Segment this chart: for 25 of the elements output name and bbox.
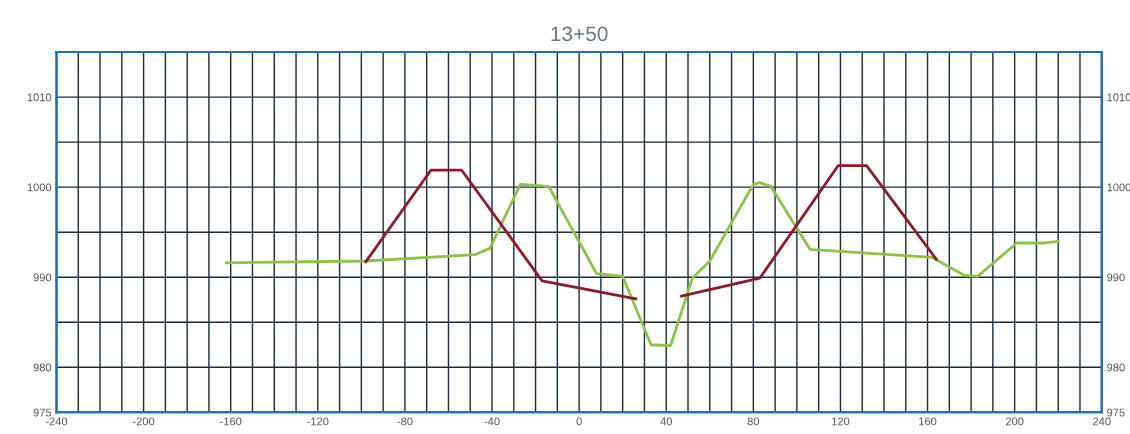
x-tick-label: -120 <box>307 417 329 426</box>
x-tick-label: -40 <box>484 417 500 426</box>
y-tick-label: 975 <box>33 408 52 417</box>
x-tick-label: 240 <box>1093 417 1111 426</box>
x-tick-label: -240 <box>45 417 68 426</box>
y-tick-label: 1010 <box>27 93 52 102</box>
y2-tick-label: 980 <box>1107 363 1125 372</box>
y-tick-label: 980 <box>33 363 52 372</box>
x-tick-label: -160 <box>220 417 242 426</box>
y2-tick-label: 975 <box>1107 408 1125 417</box>
x-tick-label: 0 <box>576 417 582 426</box>
x-tick-label: -80 <box>397 417 413 426</box>
x-tick-label: -200 <box>132 417 155 426</box>
x-tick-label: 40 <box>660 417 672 426</box>
x-tick-label: 200 <box>1005 417 1024 426</box>
x-tick-label: 120 <box>832 417 850 426</box>
x-tick-label: 80 <box>747 417 760 426</box>
y2-tick-label: 1010 <box>1107 93 1130 102</box>
y-tick-label: 1000 <box>27 183 52 192</box>
chart-title: 13+50 <box>551 26 608 42</box>
y-tick-label: 990 <box>33 273 52 282</box>
y2-tick-label: 1000 <box>1107 183 1130 192</box>
line-series <box>224 181 1060 348</box>
x-tick-label: 160 <box>919 417 937 426</box>
y2-tick-label: 990 <box>1107 273 1125 282</box>
